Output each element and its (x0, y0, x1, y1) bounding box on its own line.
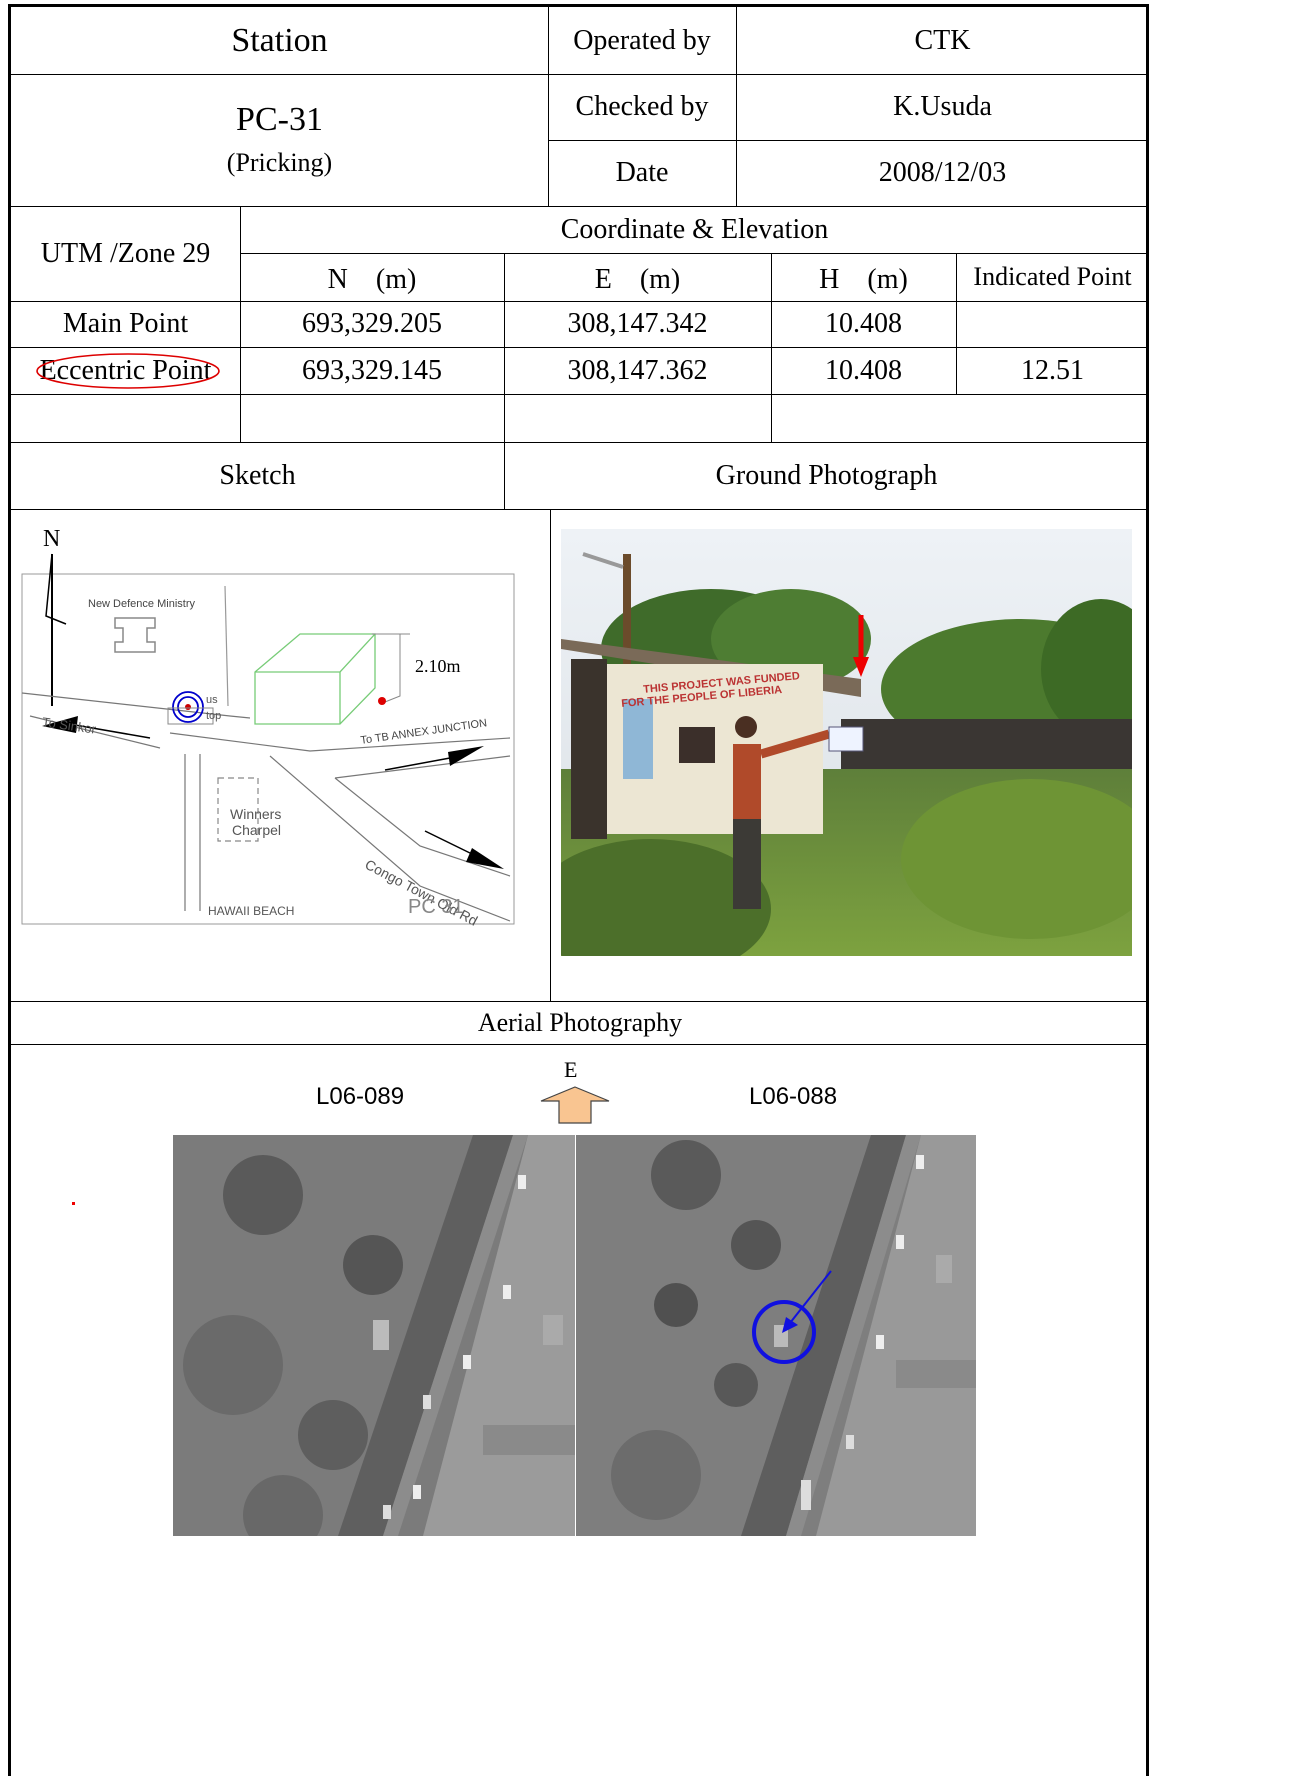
column-indicated-point: Indicated Point (973, 262, 1132, 291)
row-e: 308,147.362 (567, 354, 708, 386)
divider (11, 347, 1149, 348)
divider (11, 74, 1149, 75)
divider (11, 301, 1149, 302)
column-n: N (m) (327, 264, 417, 295)
checked-by-label: Checked by (575, 91, 709, 122)
divider (548, 7, 549, 207)
row-h: 10.408 (825, 308, 902, 339)
divider (11, 509, 1149, 510)
row-name: Eccentric Point (39, 354, 212, 386)
divider (956, 253, 957, 394)
aerial-photo-left (173, 1135, 575, 1536)
height-label: 2.10m (415, 656, 461, 676)
divider (11, 206, 1149, 207)
winners-label-2: Charpel (232, 822, 282, 838)
divider (11, 442, 1149, 443)
divider (11, 394, 1149, 395)
divider (548, 140, 1149, 141)
ground-photo-image (561, 529, 1132, 956)
date-label: Date (615, 157, 669, 188)
divider (771, 253, 772, 442)
hawaii-label: HAWAII BEACH (208, 904, 295, 918)
new-defence-label: New Defence Ministry (88, 598, 195, 610)
marker-dot (72, 1202, 75, 1205)
utm-zone-label: UTM /Zone 29 (40, 237, 211, 269)
divider (11, 1001, 1149, 1002)
divider (240, 206, 241, 442)
winners-label-1: Winners (230, 806, 282, 822)
divider (504, 253, 505, 509)
date-value: 2008/12/03 (878, 157, 1007, 188)
column-h: H (m) (819, 264, 908, 295)
operated-by-label: Operated by (573, 24, 711, 56)
sketch-drawing (21, 553, 515, 925)
north-label: N (43, 526, 61, 552)
divider (11, 1044, 1149, 1045)
row-e: 308,147.342 (567, 308, 708, 339)
column-e: E (m) (594, 264, 681, 295)
bus-stop-label-1: us (206, 694, 218, 706)
checked-by-value: K.Usuda (893, 91, 992, 122)
divider (550, 509, 551, 1001)
aerial-left-label: L06-089 (316, 1083, 405, 1110)
row-n: 693,329.145 (302, 354, 442, 386)
aerial-photo-right (576, 1135, 976, 1536)
ground-photo: THIS PROJECT WAS FUNDED FOR THE PEOPLE O… (561, 529, 1132, 956)
highlight-ellipse (36, 353, 220, 389)
pc-label: PC 31 (408, 896, 464, 918)
bus-stop-label-2: top (206, 710, 222, 722)
north-arrow-icon (45, 553, 67, 706)
row-h: 10.408 (825, 354, 902, 386)
row-indicated: 12.51 (1021, 354, 1084, 386)
east-arrow-icon (540, 1086, 610, 1124)
aerial-right-label: L06-088 (749, 1083, 838, 1110)
divider (736, 7, 737, 207)
operated-by-value: CTK (914, 24, 971, 56)
photo-seam (575, 1135, 576, 1536)
east-direction-label: E (564, 1057, 578, 1082)
coordinate-group-label: Coordinate & Elevation (560, 213, 829, 245)
station-label: Station (231, 21, 328, 59)
aerial-label: Aerial Photography (477, 1007, 683, 1037)
survey-sheet: Station Operated by CTK PC-31 (Pricking)… (8, 4, 1149, 1776)
ground-photo-label: Ground Photograph (715, 459, 938, 491)
station-id: PC-31 (236, 101, 323, 138)
sketch-map: N (20, 526, 520, 931)
station-note: (Pricking) (226, 148, 333, 177)
row-indicated (956, 301, 1149, 347)
sketch-label: Sketch (219, 459, 296, 491)
divider (240, 253, 1149, 254)
row-n: 693,329.205 (302, 308, 442, 339)
row-name: Main Point (62, 308, 189, 339)
